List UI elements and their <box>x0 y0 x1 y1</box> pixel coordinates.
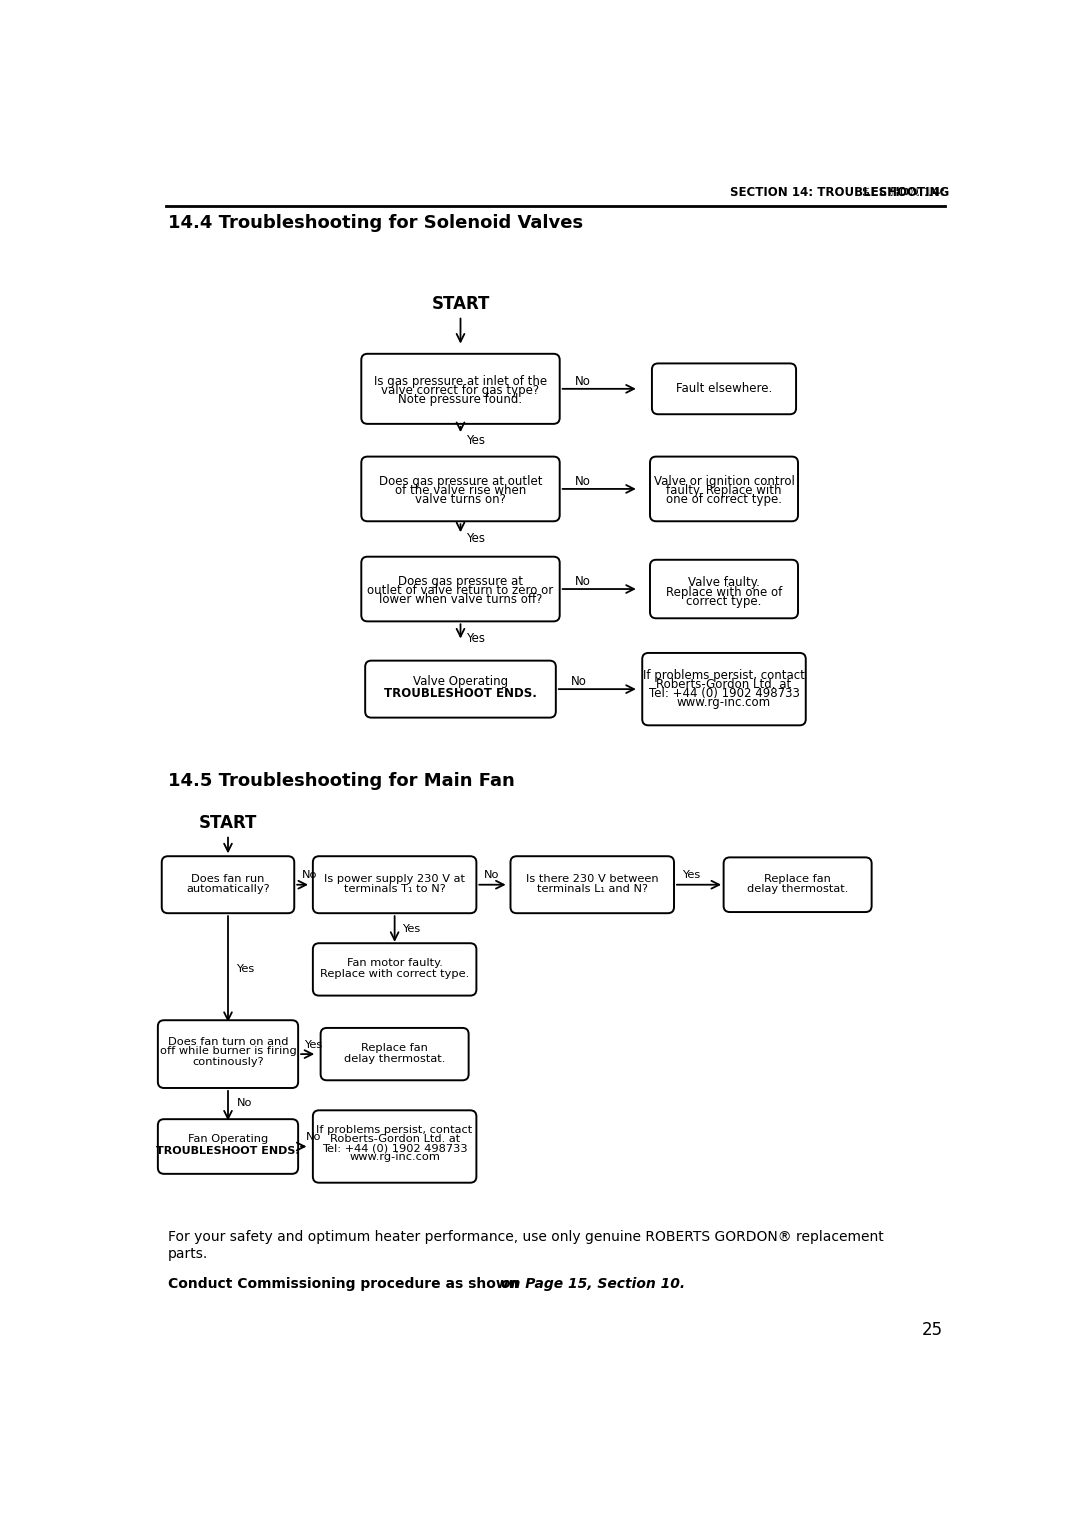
Text: Fault elsewhere.: Fault elsewhere. <box>676 382 772 395</box>
Text: of the valve rise when: of the valve rise when <box>395 484 526 496</box>
Text: Replace with correct type.: Replace with correct type. <box>320 970 469 979</box>
Text: Roberts-Gordon Ltd. at: Roberts-Gordon Ltd. at <box>657 678 792 692</box>
Text: Does fan turn on and: Does fan turn on and <box>167 1037 288 1048</box>
Text: correct type.: correct type. <box>686 596 761 608</box>
FancyBboxPatch shape <box>643 654 806 725</box>
FancyBboxPatch shape <box>724 857 872 912</box>
Text: Fan Operating: Fan Operating <box>188 1135 268 1144</box>
FancyBboxPatch shape <box>158 1119 298 1174</box>
Text: Is gas pressure at inlet of the: Is gas pressure at inlet of the <box>374 374 548 388</box>
FancyBboxPatch shape <box>362 557 559 621</box>
Text: Yes: Yes <box>467 434 486 447</box>
Text: Fan motor faulty.: Fan motor faulty. <box>347 959 443 968</box>
Text: Replace fan: Replace fan <box>765 873 832 884</box>
Text: one of correct type.: one of correct type. <box>666 493 782 507</box>
Text: SECTION 14:: SECTION 14: <box>862 186 948 199</box>
Text: terminals L₁ and N?: terminals L₁ and N? <box>537 884 648 895</box>
Text: www.rg-inc.com: www.rg-inc.com <box>677 696 771 710</box>
Text: No: No <box>571 675 588 689</box>
Text: Valve faulty.: Valve faulty. <box>688 576 760 589</box>
Text: TROUBLESHOOT ENDS.: TROUBLESHOOT ENDS. <box>157 1147 300 1156</box>
Text: No: No <box>306 1132 322 1142</box>
Text: off while burner is firing: off while burner is firing <box>160 1046 296 1057</box>
Text: Yes: Yes <box>467 632 486 644</box>
Text: continously?: continously? <box>192 1057 264 1067</box>
Text: automatically?: automatically? <box>186 884 270 895</box>
FancyBboxPatch shape <box>362 457 559 521</box>
Text: Replace fan: Replace fan <box>361 1043 428 1054</box>
Text: valve turns on?: valve turns on? <box>415 493 505 507</box>
Text: www.rg-inc.com: www.rg-inc.com <box>349 1153 440 1162</box>
FancyBboxPatch shape <box>162 857 294 913</box>
Text: No: No <box>575 475 591 487</box>
Text: Does gas pressure at outlet: Does gas pressure at outlet <box>379 475 542 487</box>
FancyBboxPatch shape <box>158 1020 298 1089</box>
Text: on Page 15, Section 10.: on Page 15, Section 10. <box>501 1277 685 1290</box>
FancyBboxPatch shape <box>313 857 476 913</box>
Text: Yes: Yes <box>467 531 486 545</box>
Text: Is there 230 V between: Is there 230 V between <box>526 873 659 884</box>
Text: Yes: Yes <box>305 1040 323 1051</box>
Text: If problems persist, contact: If problems persist, contact <box>643 669 805 681</box>
FancyBboxPatch shape <box>511 857 674 913</box>
Text: Yes: Yes <box>681 870 700 881</box>
Text: No: No <box>575 374 591 388</box>
FancyBboxPatch shape <box>652 363 796 414</box>
Text: SECTION 14: TROUBLESHOOTING: SECTION 14: TROUBLESHOOTING <box>753 186 948 199</box>
Text: No: No <box>575 574 591 588</box>
Text: delay thermostat.: delay thermostat. <box>343 1054 445 1064</box>
Text: terminals T₁ to N?: terminals T₁ to N? <box>343 884 446 895</box>
FancyBboxPatch shape <box>365 661 556 718</box>
Text: 14.4 Troubleshooting for Solenoid Valves: 14.4 Troubleshooting for Solenoid Valves <box>167 214 583 232</box>
Text: delay thermostat.: delay thermostat. <box>747 884 848 895</box>
Text: valve correct for gas type?: valve correct for gas type? <box>381 383 540 397</box>
Text: Replace with one of: Replace with one of <box>666 586 782 599</box>
FancyBboxPatch shape <box>321 1028 469 1080</box>
FancyBboxPatch shape <box>362 354 559 425</box>
Text: lower when valve turns off?: lower when valve turns off? <box>379 594 542 606</box>
Text: Valve Operating: Valve Operating <box>413 675 508 689</box>
Text: If problems persist, contact: If problems persist, contact <box>316 1124 473 1135</box>
Text: Does fan run: Does fan run <box>191 873 265 884</box>
Text: 25: 25 <box>921 1321 943 1339</box>
Text: faulty. Replace with: faulty. Replace with <box>666 484 782 496</box>
Text: Conduct Commissioning procedure as shown: Conduct Commissioning procedure as shown <box>167 1277 523 1290</box>
Text: 14.5 Troubleshooting for Main Fan: 14.5 Troubleshooting for Main Fan <box>167 771 514 789</box>
Text: No: No <box>238 1098 253 1109</box>
FancyBboxPatch shape <box>313 1110 476 1183</box>
Text: No: No <box>484 870 500 881</box>
Text: START: START <box>431 295 489 313</box>
Text: Yes: Yes <box>235 964 254 974</box>
Text: outlet of valve return to zero or: outlet of valve return to zero or <box>367 583 554 597</box>
Text: Tel: +44 (0) 1902 498733: Tel: +44 (0) 1902 498733 <box>322 1144 468 1153</box>
Text: No: No <box>302 870 318 881</box>
Text: Valve or ignition control: Valve or ignition control <box>653 475 795 487</box>
FancyBboxPatch shape <box>650 457 798 521</box>
Text: Roberts-Gordon Ltd. at: Roberts-Gordon Ltd. at <box>329 1135 460 1144</box>
Text: Is power supply 230 V at: Is power supply 230 V at <box>324 873 465 884</box>
FancyBboxPatch shape <box>313 944 476 996</box>
Text: SECTION 14: TROUBLESHOOTING: SECTION 14: TROUBLESHOOTING <box>729 186 948 199</box>
Text: START: START <box>199 814 257 832</box>
FancyBboxPatch shape <box>650 560 798 618</box>
Text: Note pressure found.: Note pressure found. <box>399 392 523 406</box>
Text: Tel: +44 (0) 1902 498733: Tel: +44 (0) 1902 498733 <box>649 687 799 701</box>
Text: Yes: Yes <box>403 924 421 933</box>
Text: For your safety and optimum heater performance, use only genuine ROBERTS GORDON®: For your safety and optimum heater perfo… <box>167 1231 883 1261</box>
Text: TROUBLESHOOT ENDS.: TROUBLESHOOT ENDS. <box>384 687 537 701</box>
Text: Does gas pressure at: Does gas pressure at <box>399 574 523 588</box>
